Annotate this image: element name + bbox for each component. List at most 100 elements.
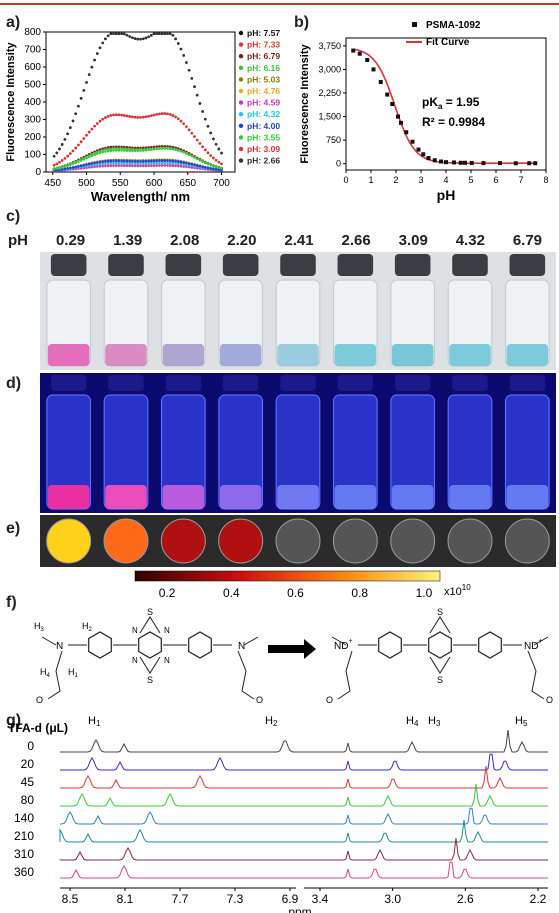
data-point [217, 160, 221, 164]
data-point [158, 32, 161, 36]
legend-label: Fit Curve [426, 37, 470, 48]
data-point [187, 68, 191, 72]
legend-label: pH: 7.33 [247, 40, 280, 50]
data-point [128, 146, 131, 149]
data-point [166, 161, 169, 164]
data-point [133, 160, 137, 163]
x-tick-label: 7 [518, 175, 523, 185]
data-point [421, 152, 426, 157]
data-point [112, 149, 115, 152]
data-point [214, 158, 218, 162]
data-point [104, 164, 107, 168]
series-label: 140 [14, 811, 34, 825]
data-point [365, 58, 370, 62]
atom-label: S [147, 607, 153, 617]
data-point [220, 162, 223, 166]
plate-well [160, 518, 206, 564]
data-point [158, 164, 161, 167]
vial-liquid [334, 485, 377, 509]
data-point [90, 154, 94, 158]
data-point [212, 164, 215, 168]
data-point [117, 149, 121, 152]
atom-label: N [164, 626, 170, 635]
data-point [168, 164, 172, 167]
data-point [85, 166, 88, 169]
data-point [106, 146, 110, 149]
data-point [60, 166, 64, 169]
data-point [96, 52, 99, 55]
panel-label-e: e) [6, 520, 21, 537]
data-point [160, 159, 164, 163]
data-point [71, 162, 75, 166]
atom-label: N [132, 626, 138, 635]
x-axis-label: ppm [288, 905, 311, 913]
y-tick-label: 800 [24, 27, 41, 38]
data-point [144, 161, 148, 165]
data-point [136, 161, 140, 165]
data-point [82, 89, 86, 92]
ph-value: 2.08 [170, 232, 200, 249]
data-point [220, 151, 223, 155]
data-point [190, 163, 194, 166]
legend-marker [238, 42, 244, 47]
vial-liquid [334, 344, 377, 366]
vial-cap [222, 375, 259, 391]
series-label: 210 [14, 829, 34, 843]
data-point [185, 152, 188, 155]
data-point [114, 164, 118, 167]
data-point [139, 37, 142, 41]
data-point [179, 149, 183, 153]
data-point [174, 37, 177, 41]
data-point [87, 166, 91, 169]
data-point [139, 116, 142, 119]
atom-label: N [164, 656, 170, 665]
y-tick-label: 700 [24, 45, 41, 56]
data-point [212, 137, 215, 141]
legend-label: pH: 3.55 [247, 132, 280, 142]
data-point [55, 167, 59, 170]
ph-value: 2.41 [284, 232, 314, 249]
y-tick-label: 600 [24, 62, 41, 73]
data-point [104, 150, 107, 153]
nmr-titration-chart: TFA-d (μL) H1 H2 H4 H3 H5 0 20 45 80 140 210 310 360 8… [8, 715, 548, 913]
data-point [104, 161, 107, 165]
data-point [195, 138, 199, 142]
x-tick-label: 8 [543, 175, 548, 185]
panel-label-g: g) [6, 712, 22, 729]
data-point [404, 130, 409, 135]
vial-liquid [391, 344, 434, 366]
data-point [52, 167, 56, 171]
data-point [128, 35, 131, 38]
data-point [160, 147, 164, 150]
data-point [452, 160, 456, 165]
data-point [204, 166, 207, 169]
data-point [60, 168, 64, 171]
data-point [378, 80, 383, 84]
data-point [106, 34, 110, 38]
vial-cap [337, 254, 374, 276]
series-label: 0 [27, 739, 34, 753]
panel-label-c: c) [6, 208, 21, 225]
data-point [96, 152, 99, 156]
data-point [109, 149, 113, 153]
data-point [185, 61, 188, 64]
data-point [150, 145, 153, 149]
data-point [160, 144, 164, 148]
data-point [109, 32, 113, 36]
data-point [396, 114, 400, 119]
data-point [152, 161, 156, 165]
vial-liquid [47, 344, 90, 366]
data-point [163, 144, 167, 148]
peak-label: H4 [406, 715, 419, 728]
peak-label: H3 [428, 715, 441, 728]
x-tick-label: 1 [368, 175, 373, 185]
data-point [177, 117, 180, 121]
data-point [168, 159, 172, 163]
well-plate-fluorescence: 0.2 0.4 0.6 0.8 1.0 x1010 [40, 515, 556, 600]
data-point [112, 32, 115, 36]
ph-titration-chart: 0 1 2 3 4 5 6 7 8 0 750 1,500 2,250 3,000 3,750 pH Fluor… [299, 20, 549, 203]
data-point [174, 160, 177, 163]
legend-marker [238, 30, 244, 36]
vial-photo-daylight [40, 252, 556, 370]
data-point [93, 153, 96, 157]
